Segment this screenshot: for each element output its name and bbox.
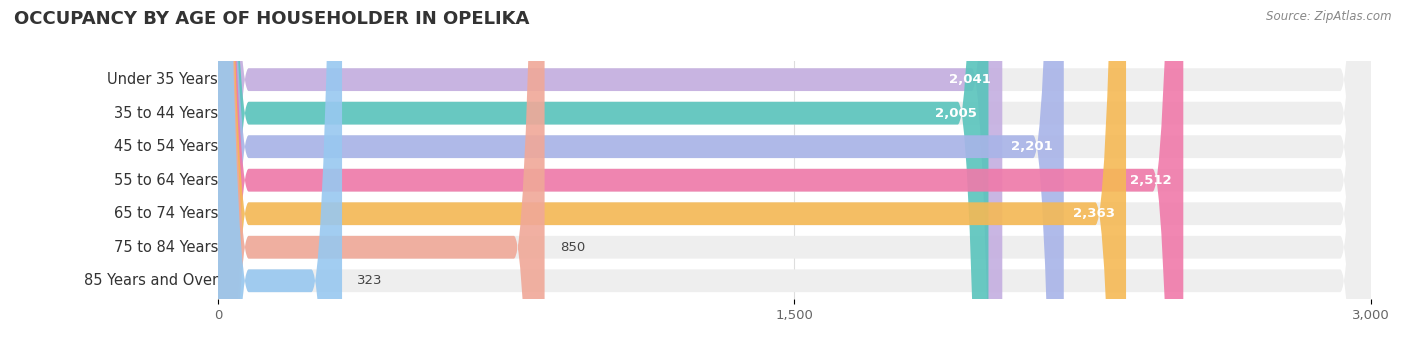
FancyBboxPatch shape [218,0,1064,340]
FancyBboxPatch shape [218,0,1371,340]
Text: 2,512: 2,512 [1130,174,1171,187]
FancyBboxPatch shape [218,0,1371,340]
Text: 2,041: 2,041 [949,73,991,86]
Text: 75 to 84 Years: 75 to 84 Years [114,240,218,255]
Text: 2,201: 2,201 [1011,140,1052,153]
Text: OCCUPANCY BY AGE OF HOUSEHOLDER IN OPELIKA: OCCUPANCY BY AGE OF HOUSEHOLDER IN OPELI… [14,10,530,28]
Text: 850: 850 [560,241,585,254]
Text: 2,005: 2,005 [935,107,977,120]
Text: 45 to 54 Years: 45 to 54 Years [114,139,218,154]
Text: 35 to 44 Years: 35 to 44 Years [114,106,218,121]
Text: 2,363: 2,363 [1073,207,1115,220]
Text: 55 to 64 Years: 55 to 64 Years [114,173,218,188]
Text: 323: 323 [357,274,382,287]
FancyBboxPatch shape [218,0,1371,340]
FancyBboxPatch shape [218,0,544,340]
FancyBboxPatch shape [218,0,1371,340]
FancyBboxPatch shape [218,0,342,340]
FancyBboxPatch shape [218,0,1126,340]
FancyBboxPatch shape [218,0,988,340]
FancyBboxPatch shape [218,0,1184,340]
FancyBboxPatch shape [218,0,1371,340]
FancyBboxPatch shape [218,0,1371,340]
Text: 85 Years and Over: 85 Years and Over [84,273,218,288]
FancyBboxPatch shape [218,0,1002,340]
Text: Source: ZipAtlas.com: Source: ZipAtlas.com [1267,10,1392,23]
Text: 65 to 74 Years: 65 to 74 Years [114,206,218,221]
Text: Under 35 Years: Under 35 Years [107,72,218,87]
FancyBboxPatch shape [218,0,1371,340]
